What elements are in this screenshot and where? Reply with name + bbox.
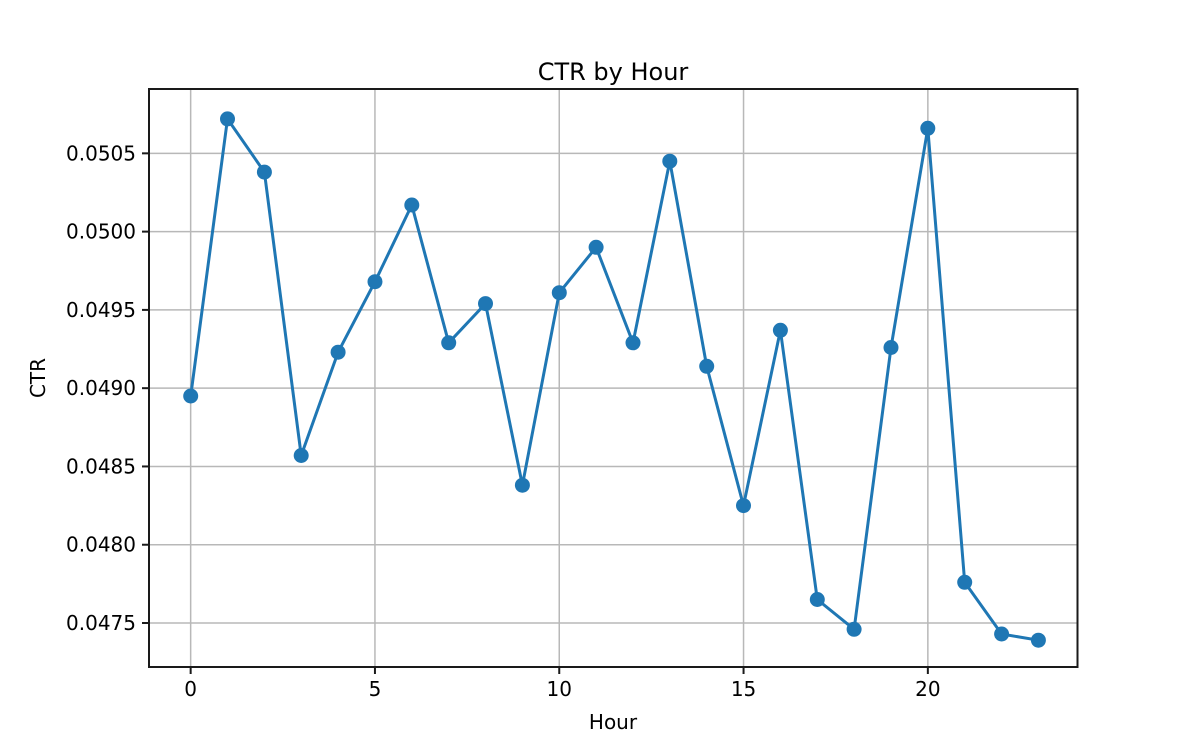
data-point-marker bbox=[514, 477, 530, 493]
data-point-marker bbox=[551, 285, 567, 301]
data-point-marker bbox=[293, 448, 309, 463]
data-point-marker bbox=[772, 322, 788, 338]
data-point-marker bbox=[478, 296, 493, 312]
data-point-marker bbox=[699, 358, 715, 374]
data-point-marker bbox=[404, 197, 420, 213]
series-line bbox=[189, 117, 1040, 642]
y-tick-label: 0.0500 bbox=[66, 220, 136, 244]
tick-labels: 0 5 10 15 20 0.0475 0.0480 0.0485 0.0490 0.0495 0.… bbox=[66, 141, 941, 701]
chart-title: CTR by Hour bbox=[538, 58, 689, 86]
plot-border bbox=[148, 88, 1079, 668]
grid-lines bbox=[149, 89, 1078, 667]
data-point-marker bbox=[809, 592, 825, 607]
x-tick-label: 5 bbox=[369, 677, 382, 701]
y-tick-label: 0.0485 bbox=[66, 454, 136, 478]
data-point-marker bbox=[736, 498, 751, 514]
data-point-marker bbox=[883, 340, 899, 355]
data-point-marker bbox=[1030, 632, 1046, 648]
line-series bbox=[183, 111, 1046, 648]
x-tick-label: 20 bbox=[915, 677, 940, 701]
data-point-marker bbox=[256, 164, 272, 180]
y-tick-label: 0.0505 bbox=[66, 141, 136, 165]
x-tick-label: 10 bbox=[547, 677, 572, 701]
axis-ticks bbox=[142, 152, 929, 674]
y-tick-label: 0.0475 bbox=[66, 611, 136, 635]
x-tick-label: 15 bbox=[731, 677, 756, 701]
data-point-marker bbox=[220, 111, 235, 127]
x-axis-label: Hour bbox=[589, 710, 638, 734]
y-tick-label: 0.0490 bbox=[66, 376, 136, 400]
y-axis-label: CTR bbox=[26, 358, 50, 398]
data-point-marker bbox=[183, 388, 199, 404]
data-point-marker bbox=[662, 153, 678, 169]
data-point-marker bbox=[441, 335, 457, 351]
data-point-marker bbox=[920, 120, 936, 136]
data-point-marker bbox=[846, 621, 862, 637]
data-point-marker bbox=[957, 574, 973, 590]
data-point-marker bbox=[625, 335, 641, 351]
data-point-marker bbox=[588, 239, 604, 255]
data-point-marker bbox=[367, 274, 383, 290]
y-tick-label: 0.0480 bbox=[66, 533, 136, 557]
data-point-marker bbox=[330, 344, 346, 360]
y-tick-label: 0.0495 bbox=[66, 298, 136, 322]
x-tick-label: 0 bbox=[184, 677, 197, 701]
data-point-marker bbox=[994, 626, 1010, 642]
axes-spines bbox=[148, 88, 1079, 668]
